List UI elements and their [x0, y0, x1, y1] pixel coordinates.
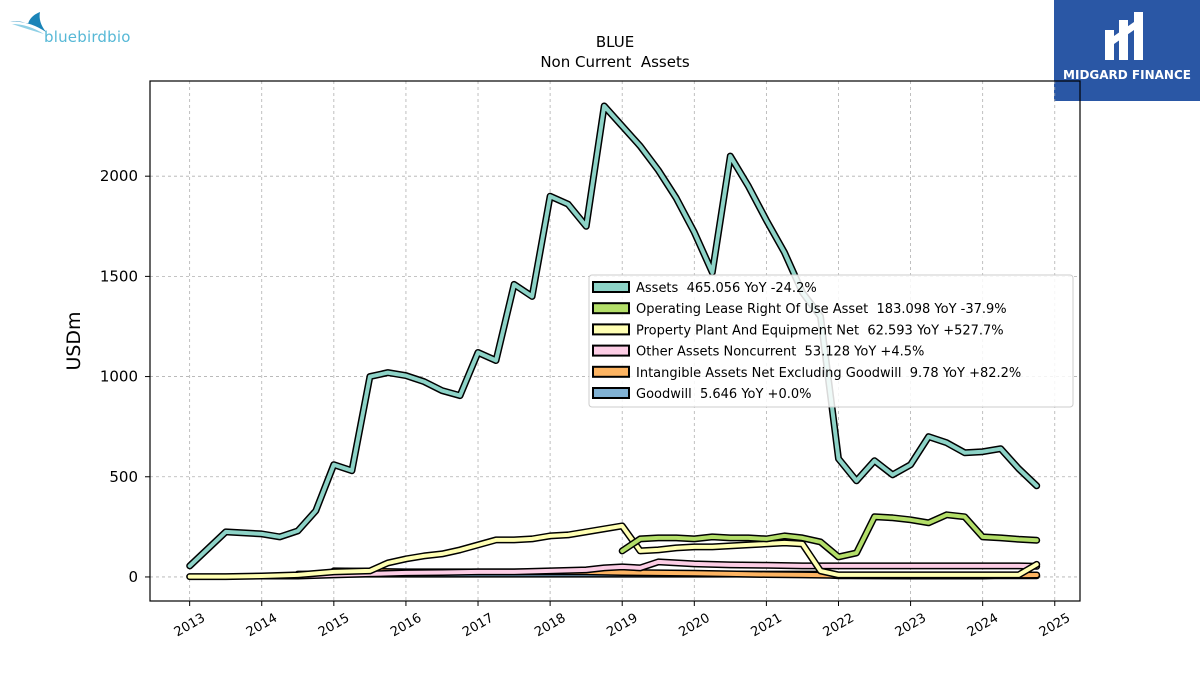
x-tick-label: 2022 [821, 611, 857, 641]
series-operating-lease-right-of-use-asset [618, 511, 1041, 561]
midgard-finance-logo: MIDGARD FINANCE [1054, 0, 1200, 101]
series-other-assets-noncurrent [258, 558, 1041, 580]
bluebird-icon [10, 12, 46, 34]
x-tick-label: 2024 [965, 611, 1001, 641]
bluebird-bio-logo: bluebirdbio [8, 8, 158, 52]
series-line [259, 559, 1039, 578]
legend-box [588, 274, 1074, 408]
x-tick-label: 2019 [604, 611, 640, 641]
x-tick-label: 2018 [532, 611, 568, 641]
x-tick-label: 2015 [316, 611, 352, 641]
y-tick-label: 0 [128, 568, 138, 586]
y-axis-label: USDm [63, 311, 85, 370]
x-tick-label: 2016 [388, 611, 424, 641]
legend-swatch [592, 302, 630, 315]
chart-subtitle: Non Current Assets [540, 53, 690, 71]
series-line [187, 523, 1039, 579]
legend-swatch [592, 365, 630, 378]
legend-label: Intangible Assets Net Excluding Goodwill… [636, 366, 1021, 381]
series-property-plant-and-equipment-net [186, 522, 1041, 581]
legend-swatch [592, 387, 630, 399]
legend: Assets 465.056 YoY -24.2% Operating Lease… [588, 274, 1074, 408]
legend-swatch [592, 344, 630, 357]
logo-text: bluebirdbio [44, 28, 131, 46]
brand-name: MIDGARD FINANCE [1063, 68, 1191, 82]
legend-swatch [592, 281, 630, 293]
midgard-mark-icon [1105, 12, 1143, 60]
chart-title: BLUE [596, 33, 634, 51]
x-tick-label: 2021 [749, 611, 785, 641]
legend-label: Goodwill 5.646 YoY +0.0% [636, 387, 811, 402]
legend-swatch [592, 323, 630, 336]
x-tick-label: 2013 [172, 611, 208, 641]
plot-frame [149, 80, 1081, 602]
series-line [187, 104, 1039, 568]
x-tick-label: 2025 [1037, 611, 1073, 641]
legend-label: Other Assets Noncurrent 53.128 YoY +4.5% [636, 345, 924, 360]
y-tick-label: 1500 [100, 267, 138, 285]
y-tick-label: 1000 [100, 368, 138, 386]
x-tick-label: 2023 [893, 611, 929, 641]
y-tick-label: 2000 [100, 167, 138, 185]
x-tick-label: 2017 [460, 611, 496, 641]
x-tick-label: 2020 [676, 611, 712, 641]
series-assets [186, 102, 1041, 570]
series-line [620, 512, 1039, 559]
legend-label: Property Plant And Equipment Net 62.593 … [636, 323, 1004, 338]
legend-label: Operating Lease Right Of Use Asset 183.0… [636, 302, 1007, 317]
series-lines [186, 102, 1041, 581]
x-tick-label: 2014 [244, 611, 280, 641]
y-tick-label: 500 [109, 468, 138, 486]
legend-label: Assets 465.056 YoY -24.2% [636, 281, 817, 296]
